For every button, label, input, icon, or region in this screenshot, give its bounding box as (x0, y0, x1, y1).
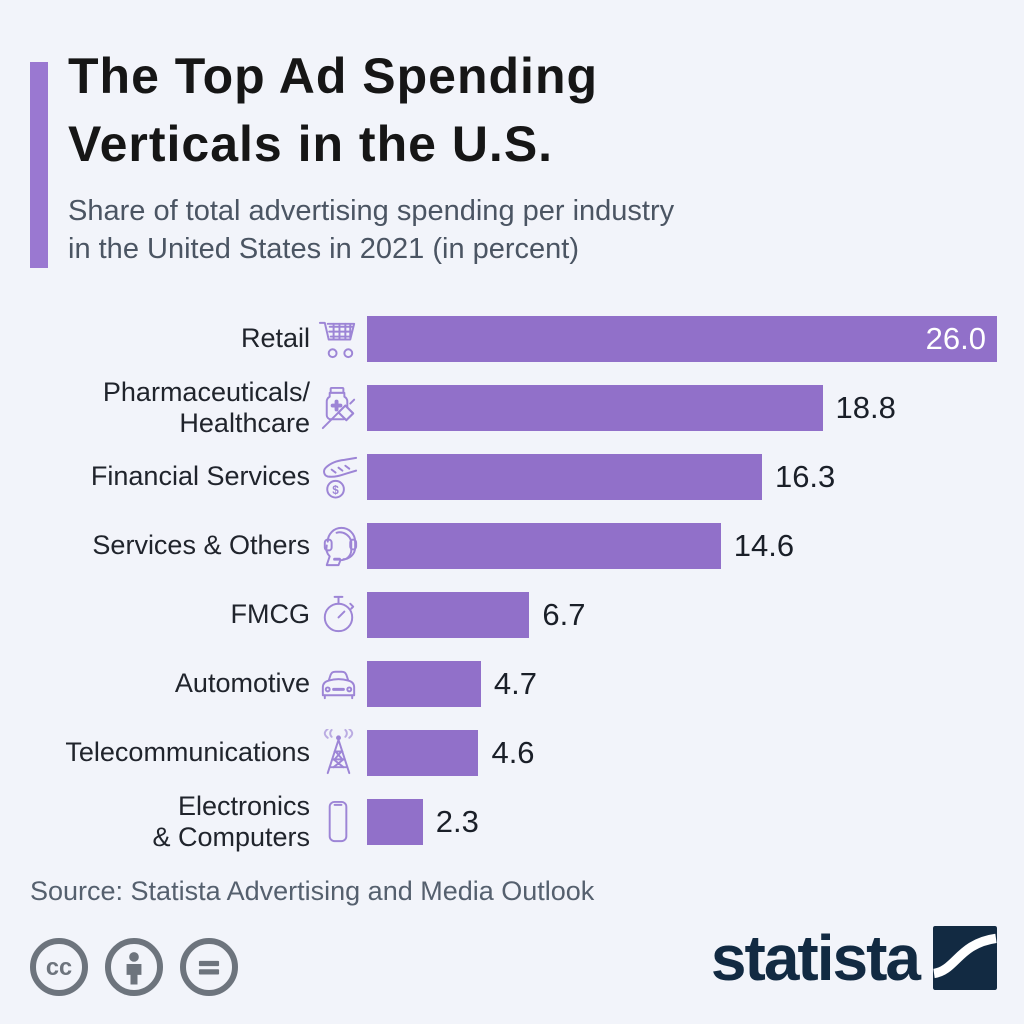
bar (367, 384, 823, 431)
bar-row: Financial Services $ 16.3 (30, 442, 997, 511)
chart-title-line2: Verticals in the U.S. (68, 116, 554, 172)
bar (367, 522, 721, 569)
statista-logo-mark (933, 926, 997, 990)
cc-icon[interactable]: cc (30, 938, 88, 996)
antenna-tower-icon (310, 729, 367, 776)
svg-text:cc: cc (46, 955, 72, 981)
svg-text:$: $ (332, 484, 339, 497)
bar-row: FMCG 6.7 (30, 580, 997, 649)
chart-title: The Top Ad Spending Verticals in the U.S. (68, 42, 598, 178)
bar (367, 591, 530, 638)
category-label: Retail (240, 323, 310, 353)
bar (367, 453, 762, 500)
value-label: 4.6 (491, 734, 535, 770)
statista-wordmark: statista (710, 922, 921, 994)
category-label: Telecommunications (65, 737, 310, 767)
chart-subtitle: Share of total advertising spending per … (68, 192, 674, 268)
chart-subtitle-line1: Share of total advertising spending per … (68, 195, 675, 227)
value-label: 26.0 (925, 320, 986, 356)
medicine-bottle-syringe-icon (310, 384, 367, 431)
chart-title-line1: The Top Ad Spending (68, 48, 599, 104)
smartphone-icon (310, 798, 367, 845)
no-derivatives-icon[interactable] (180, 938, 238, 996)
bar-row: Automotive 4.7 (30, 649, 997, 718)
hand-coin-icon: $ (310, 453, 367, 500)
bar-row: Telecommunications 4.6 (30, 718, 997, 787)
value-label: 18.8 (835, 389, 896, 425)
bar: 26.0 (367, 315, 997, 362)
bar-row: Electronics & Computers 2.3 (30, 787, 997, 856)
category-label: Pharmaceuticals/Healthcare (102, 376, 310, 438)
category-label: Financial Services (90, 461, 310, 491)
value-label: 6.7 (542, 596, 586, 632)
bar (367, 660, 481, 707)
chart-subtitle-line2: in the United States in 2021 (in percent… (68, 233, 580, 265)
license-icons: cc (30, 938, 238, 996)
bar-row: Retail 26.0 (30, 304, 997, 373)
attribution-person-icon[interactable] (105, 938, 163, 996)
bar-row: Pharmaceuticals/Healthcare 18.8 (30, 373, 997, 442)
car-icon (310, 660, 367, 707)
value-label: 16.3 (774, 458, 836, 494)
value-label: 4.7 (493, 665, 537, 701)
stopwatch-icon (310, 591, 367, 638)
shopping-cart-icon (310, 315, 367, 362)
bar (367, 729, 479, 776)
category-label: FMCG (230, 599, 310, 629)
category-label: Electronics & Computers (152, 790, 310, 852)
statista-logo[interactable]: statista (711, 926, 997, 990)
bar-rows: Retail 26.0 Pharmaceuticals/Healthcare 1… (30, 304, 997, 856)
bar-row: Services & Others 14.6 (30, 511, 997, 580)
bar-chart: Retail 26.0 Pharmaceuticals/Healthcare 1… (30, 304, 997, 856)
bar (367, 798, 423, 845)
category-label: Services & Others (92, 530, 310, 560)
value-label: 14.6 (733, 527, 795, 563)
category-label: Automotive (174, 668, 310, 698)
source-note: Source: Statista Advertising and Media O… (30, 876, 595, 906)
value-label: 2.3 (435, 803, 479, 839)
headset-agent-icon (310, 522, 367, 569)
title-accent-bar (30, 62, 48, 268)
